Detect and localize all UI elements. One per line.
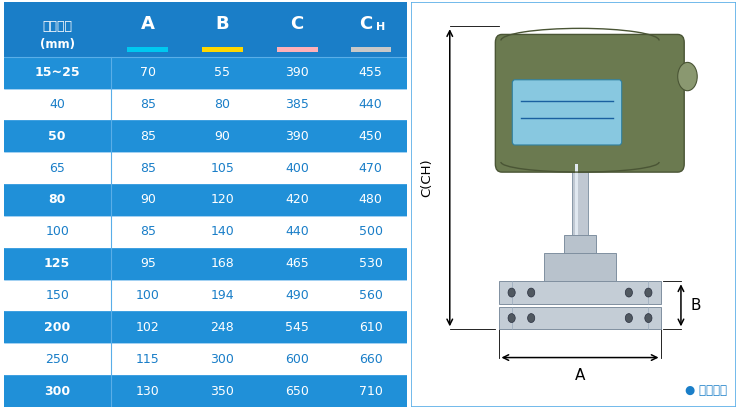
Text: 530: 530 xyxy=(359,257,383,270)
Text: 仪表口径: 仪表口径 xyxy=(42,20,72,33)
Bar xyxy=(127,47,169,52)
Text: 420: 420 xyxy=(285,193,309,207)
Circle shape xyxy=(528,288,535,297)
Text: 85: 85 xyxy=(140,225,156,238)
Bar xyxy=(572,164,588,235)
Text: 470: 470 xyxy=(359,162,383,175)
Text: 440: 440 xyxy=(285,225,309,238)
Text: 120: 120 xyxy=(211,193,235,207)
FancyBboxPatch shape xyxy=(495,34,684,172)
Text: 15~25: 15~25 xyxy=(34,66,80,79)
Text: H: H xyxy=(376,22,386,32)
Bar xyxy=(202,47,243,52)
Text: 650: 650 xyxy=(285,384,309,398)
Bar xyxy=(277,47,317,52)
Text: 465: 465 xyxy=(285,257,309,270)
Circle shape xyxy=(625,288,633,297)
Text: 300: 300 xyxy=(211,353,235,366)
Text: A: A xyxy=(141,15,155,33)
Text: 40: 40 xyxy=(49,98,65,111)
Text: 80: 80 xyxy=(48,193,66,207)
Text: 610: 610 xyxy=(359,321,383,334)
Text: 490: 490 xyxy=(285,289,309,302)
Bar xyxy=(574,164,579,235)
Bar xyxy=(499,307,662,329)
Text: 385: 385 xyxy=(285,98,309,111)
Text: 65: 65 xyxy=(49,162,65,175)
Text: 90: 90 xyxy=(140,193,156,207)
Text: 440: 440 xyxy=(359,98,383,111)
FancyBboxPatch shape xyxy=(512,80,622,145)
Text: 545: 545 xyxy=(285,321,309,334)
Text: 100: 100 xyxy=(136,289,160,302)
Text: 50: 50 xyxy=(48,130,66,143)
Text: 200: 200 xyxy=(44,321,70,334)
Bar xyxy=(564,235,596,253)
Text: 350: 350 xyxy=(211,384,235,398)
Text: 660: 660 xyxy=(359,353,383,366)
Text: 130: 130 xyxy=(136,384,160,398)
Text: 248: 248 xyxy=(211,321,235,334)
Bar xyxy=(544,253,616,281)
Text: 560: 560 xyxy=(359,289,383,302)
Text: 600: 600 xyxy=(285,353,309,366)
Bar xyxy=(4,57,407,89)
Text: 90: 90 xyxy=(215,130,230,143)
Bar xyxy=(4,216,407,248)
Text: 250: 250 xyxy=(45,353,69,366)
Text: A: A xyxy=(575,368,585,383)
Text: 85: 85 xyxy=(140,130,156,143)
Bar xyxy=(4,375,407,407)
Text: 140: 140 xyxy=(211,225,235,238)
Text: 450: 450 xyxy=(359,130,383,143)
Bar xyxy=(4,120,407,152)
Text: 85: 85 xyxy=(140,98,156,111)
Text: 480: 480 xyxy=(359,193,383,207)
Text: 390: 390 xyxy=(285,130,309,143)
Bar xyxy=(4,343,407,375)
Text: (mm): (mm) xyxy=(40,38,75,51)
Bar xyxy=(499,281,662,304)
Text: 455: 455 xyxy=(359,66,383,79)
Text: 102: 102 xyxy=(136,321,160,334)
Text: 85: 85 xyxy=(140,162,156,175)
Bar xyxy=(4,248,407,280)
Bar xyxy=(4,152,407,184)
Text: C: C xyxy=(291,15,303,33)
Text: 55: 55 xyxy=(215,66,230,79)
Text: C: C xyxy=(359,15,372,33)
Ellipse shape xyxy=(678,63,697,91)
Bar xyxy=(4,2,407,57)
Text: ● 常规仪表: ● 常规仪表 xyxy=(684,384,727,397)
Text: 95: 95 xyxy=(140,257,156,270)
Text: 70: 70 xyxy=(140,66,156,79)
Text: 105: 105 xyxy=(211,162,235,175)
Text: 100: 100 xyxy=(45,225,69,238)
Circle shape xyxy=(528,314,535,323)
Bar xyxy=(4,89,407,120)
Bar xyxy=(351,47,391,52)
Circle shape xyxy=(508,314,515,323)
Text: 80: 80 xyxy=(215,98,230,111)
Text: 300: 300 xyxy=(44,384,70,398)
Text: 390: 390 xyxy=(285,66,309,79)
Text: 400: 400 xyxy=(285,162,309,175)
Bar xyxy=(4,184,407,216)
Text: 115: 115 xyxy=(136,353,160,366)
Circle shape xyxy=(508,288,515,297)
Text: 710: 710 xyxy=(359,384,383,398)
Text: 194: 194 xyxy=(211,289,235,302)
Circle shape xyxy=(645,314,652,323)
Bar xyxy=(4,280,407,311)
Text: 500: 500 xyxy=(359,225,383,238)
Text: 168: 168 xyxy=(211,257,235,270)
Text: B: B xyxy=(215,15,229,33)
Text: 150: 150 xyxy=(45,289,69,302)
Text: C(CH): C(CH) xyxy=(420,158,434,197)
Bar xyxy=(4,311,407,343)
Circle shape xyxy=(625,314,633,323)
Text: 125: 125 xyxy=(44,257,70,270)
Text: B: B xyxy=(690,298,701,313)
Circle shape xyxy=(645,288,652,297)
